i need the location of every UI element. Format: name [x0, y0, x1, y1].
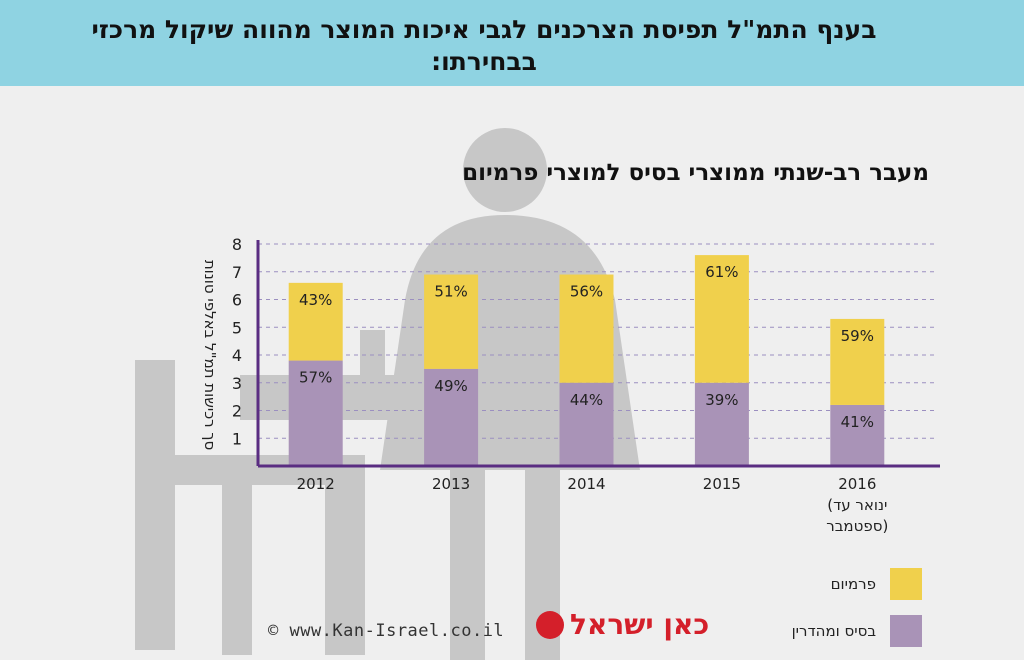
data-label: 59%: [841, 327, 874, 345]
y-tick-label: 8: [232, 235, 242, 254]
y-tick-label: 5: [232, 318, 242, 337]
y-tick-label: 1: [232, 429, 242, 448]
bar-premium: [559, 274, 614, 383]
y-tick-label: 2: [232, 402, 242, 421]
header-title: בענף התמ"ל תפיסת הצרכנים לגבי איכות המוצ…: [91, 15, 877, 76]
data-label: 56%: [570, 283, 603, 301]
data-label: 39%: [705, 391, 738, 409]
kan-israel-logo: כאן ישראל: [536, 608, 709, 641]
data-label: 41%: [841, 413, 874, 431]
bar-premium: [694, 255, 749, 383]
y-tick-label: 3: [232, 374, 242, 393]
watermark-text: © www.Kan-Israel.co.il: [268, 621, 505, 641]
logo-text: כאן ישראל: [570, 608, 710, 641]
logo-circle-icon: [536, 610, 564, 639]
bar-basic: [424, 368, 479, 466]
bar-basic: [830, 404, 885, 466]
x-tick-label: 2013: [432, 475, 470, 493]
bar-basic: [559, 382, 614, 466]
legend-item-premium: פרמיום: [831, 568, 922, 600]
y-tick-label: 7: [232, 263, 242, 282]
data-label: 43%: [299, 291, 332, 309]
legend-label-premium: פרמיום: [830, 575, 876, 593]
data-label: 61%: [705, 263, 738, 281]
y-tick-label: 4: [232, 346, 242, 365]
x-tick-label: 2016 (ינואר עד ספטמבר): [826, 475, 888, 535]
legend-label-basic: בסיס ומהדרין: [791, 622, 876, 640]
data-label: 51%: [434, 283, 467, 301]
legend-swatch-premium: [890, 568, 922, 600]
y-axis-label: סך רכישות תמ"ל באלפי טונות: [201, 260, 219, 450]
x-tick-label: 2015: [703, 475, 741, 493]
y-tick-label: 6: [232, 291, 242, 310]
header-banner: בענף התמ"ל תפיסת הצרכנים לגבי איכות המוצ…: [0, 0, 1024, 86]
data-label: 44%: [570, 391, 603, 409]
x-tick-label: 2014: [567, 475, 605, 493]
bar-premium: [424, 274, 479, 369]
x-tick-label: 2012: [297, 475, 335, 493]
data-label: 57%: [299, 369, 332, 387]
bar-premium: [288, 282, 343, 361]
bar-basic: [694, 382, 749, 466]
legend-swatch-basic: [890, 615, 922, 647]
bar-premium: [830, 318, 885, 405]
data-label: 49%: [434, 377, 467, 395]
legend-item-basic: בסיס ומהדרין: [792, 615, 922, 647]
chart-title: מעבר רב-שנתי ממוצרי בסיס למוצרי פרמיום: [462, 160, 929, 186]
bar-basic: [288, 360, 343, 466]
